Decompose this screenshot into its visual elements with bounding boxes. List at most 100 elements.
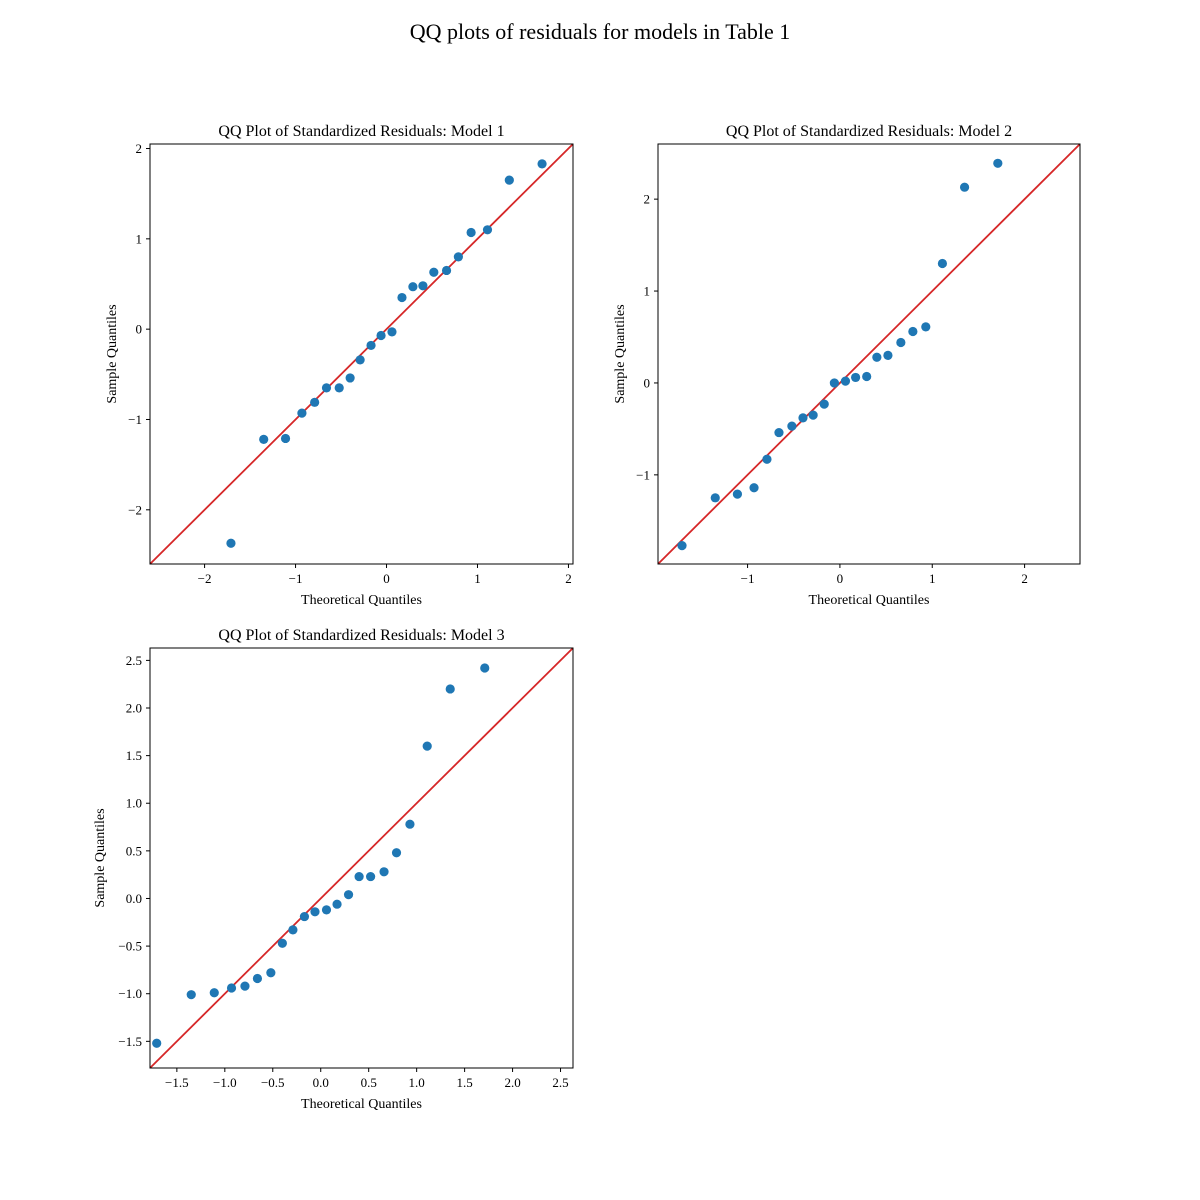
panel-3-point-2	[186, 990, 196, 1000]
panel-3-point-20	[422, 741, 432, 751]
panel-2-point-9	[808, 410, 818, 420]
panel-2-point-16	[883, 350, 893, 360]
panel-3-point-21	[445, 684, 455, 694]
panel-1-point-21	[504, 175, 514, 185]
panel-3-point-17	[379, 867, 389, 877]
panel-3-point-4	[226, 983, 237, 993]
panel-1-reference-line	[150, 144, 573, 564]
panel-3-point-12	[321, 905, 332, 915]
panel-2-point-2	[710, 493, 720, 503]
panel-3-point-14	[343, 890, 354, 900]
panel-1-point-3	[280, 433, 291, 444]
panel-3-ytick-label: −1.5	[118, 1034, 142, 1049]
panel-1-point-20	[482, 225, 493, 235]
panel-1-point-13	[397, 292, 407, 303]
panel-2-point-15	[872, 352, 882, 362]
panel-3-point-13	[332, 899, 342, 909]
panel-2-point-19	[921, 322, 931, 332]
panel-3-point-3	[209, 988, 219, 998]
panel-3-point-10	[299, 911, 310, 922]
qq-panel-1: QQ Plot of Standardized Residuals: Model…	[105, 123, 574, 608]
panel-3-points	[152, 663, 490, 1048]
qq-panel-3: QQ Plot of Standardized Residuals: Model…	[93, 627, 574, 1112]
panel-3-point-19	[405, 819, 415, 829]
panel-1-point-15	[418, 281, 428, 291]
panel-1-point-4	[297, 408, 307, 418]
panel-2-ytick-label: 1	[644, 284, 651, 299]
panel-1-points	[226, 159, 547, 548]
panel-1-point-1	[226, 538, 236, 548]
panel-3-ytick-label: 1.5	[126, 748, 142, 763]
panel-3-ytick-label: 2.0	[126, 701, 142, 716]
panel-1-ytick-label: 1	[136, 231, 143, 246]
panel-2-xtick-label: −1	[741, 571, 755, 586]
panel-2-xtick-label: 1	[929, 571, 936, 586]
panel-3-xlabel: Theoretical Quantiles	[301, 1097, 422, 1112]
panel-1-xlabel: Theoretical Quantiles	[301, 593, 422, 608]
panel-3-point-16	[366, 871, 376, 882]
panel-1-frame	[149, 143, 574, 565]
panel-1-point-22	[537, 159, 547, 169]
panel-3-ylabel: Sample Quantiles	[93, 808, 108, 907]
panel-2-point-13	[851, 372, 861, 383]
panel-1-point-7	[334, 383, 344, 393]
panel-3-ytick-label: 2.5	[126, 653, 142, 668]
panel-2-point-18	[908, 326, 918, 337]
panel-3-ytick-label: 1.0	[126, 796, 142, 811]
panel-3-point-9	[288, 925, 298, 935]
panel-1-point-17	[441, 265, 452, 276]
panel-1-xtick-label: 1	[474, 571, 481, 586]
panel-2-point-11	[829, 378, 839, 388]
panel-3-point-5	[240, 981, 250, 991]
qq-panel-2: QQ Plot of Standardized Residuals: Model…	[613, 123, 1081, 608]
panel-2-point-5	[762, 454, 772, 464]
panel-1-ytick-label: 0	[136, 322, 143, 337]
panel-3-point-7	[266, 968, 276, 978]
panel-3-title: QQ Plot of Standardized Residuals: Model…	[218, 627, 504, 644]
panel-1-ytick-label: −1	[128, 412, 142, 427]
panel-3-xtick-label: −0.5	[261, 1075, 285, 1090]
panel-2-point-21	[959, 182, 970, 192]
panel-1-point-16	[429, 267, 439, 277]
panel-3-point-22	[480, 663, 490, 673]
panel-3-xtick-label: 2.5	[552, 1075, 568, 1090]
panel-1-point-2	[259, 434, 269, 444]
panel-3-point-15	[354, 871, 364, 882]
panel-3-xtick-label: −1.0	[213, 1075, 237, 1090]
panel-2-point-8	[798, 413, 808, 423]
panel-1-point-18	[453, 252, 463, 262]
panel-2-ytick-label: −1	[636, 467, 650, 482]
panel-2-point-7	[787, 421, 797, 431]
panel-3-ytick-label: 0.0	[126, 891, 142, 906]
panel-2-reference-line	[658, 144, 1080, 564]
panel-1-point-11	[376, 330, 386, 341]
panel-3-point-6	[252, 973, 263, 984]
panel-3-point-1	[152, 1038, 162, 1048]
panel-2-point-12	[840, 376, 851, 386]
panel-3-xtick-label: 0.5	[361, 1075, 377, 1090]
panel-1-xtick-label: −2	[198, 571, 212, 586]
panel-3-reference-line	[150, 648, 573, 1068]
panel-3-ytick-label: −0.5	[118, 939, 142, 954]
panel-3-point-11	[310, 907, 320, 917]
panel-2-ylabel: Sample Quantiles	[613, 304, 628, 403]
panel-2-xtick-label: 0	[837, 571, 844, 586]
panel-1-ytick-label: −2	[128, 502, 142, 517]
panel-3-xtick-label: −1.5	[165, 1075, 189, 1090]
panel-2-xlabel: Theoretical Quantiles	[809, 593, 930, 608]
panel-1-xtick-label: 2	[565, 571, 572, 586]
panel-3-point-8	[277, 938, 287, 948]
panel-3-xtick-label: 2.0	[504, 1075, 520, 1090]
panel-1-title: QQ Plot of Standardized Residuals: Model…	[218, 123, 504, 140]
panel-1-ylabel: Sample Quantiles	[105, 304, 120, 403]
panel-2-point-10	[819, 399, 829, 409]
panel-1-ytick-label: 2	[136, 141, 143, 156]
panel-2-point-20	[937, 258, 948, 269]
panel-1-point-6	[321, 383, 332, 393]
panel-1-point-14	[408, 282, 418, 292]
panel-2-ytick-label: 2	[644, 192, 651, 207]
panel-2-point-4	[749, 483, 759, 493]
panel-2-point-14	[862, 371, 872, 382]
panel-3-point-18	[391, 848, 402, 858]
panel-1-point-8	[345, 373, 355, 383]
